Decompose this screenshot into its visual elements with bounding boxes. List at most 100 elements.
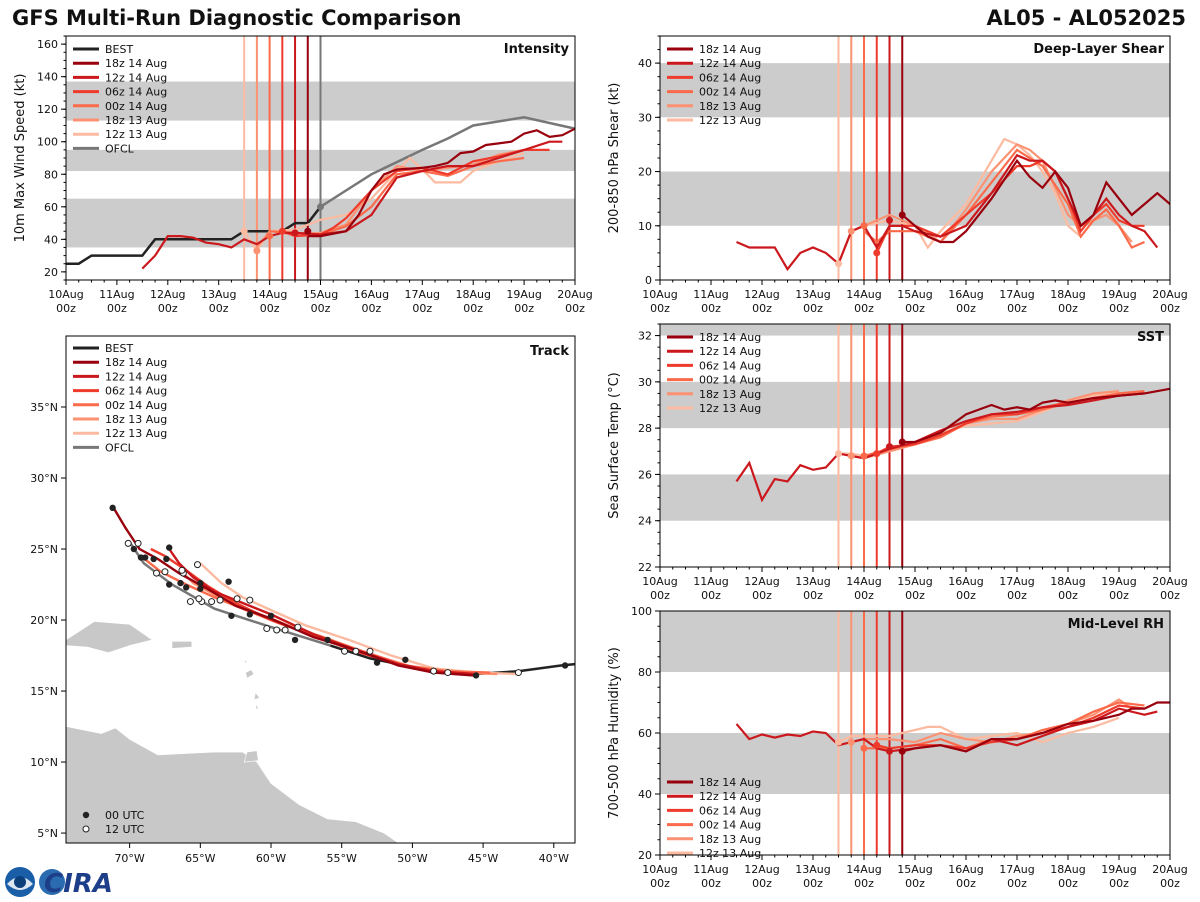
legend-12utc-marker [82,825,90,833]
shear-run-line [837,137,1082,265]
track-run-line [168,548,474,676]
intensity-ytick-label: 40 [44,233,58,246]
track-legend-label: 00z 14 Aug [105,399,167,412]
sst-xtick-day-label: 19Aug [1101,575,1136,588]
track-12utc-marker [294,623,302,631]
track-00utc-marker [324,636,331,644]
track-00utc-marker [166,544,173,551]
rh-ytick-label: 60 [638,727,652,740]
intensity-run-start-point [278,227,286,235]
rh-band [660,611,1170,672]
intensity-xtick-hour-label: 00z [209,302,229,315]
track-00utc-marker [150,555,157,563]
track-legend-label: 06z 14 Aug [105,385,167,398]
rh-run-line [838,716,1120,744]
track-12utc-marker [281,626,289,634]
shear-legend-label: 00z 14 Aug [699,86,761,99]
page-title: GFS Multi-Run Diagnostic Comparison [12,6,462,30]
track-00utc-marker [561,662,569,669]
shear-ytick-label: 20 [638,166,652,179]
intensity-xtick-hour-label: 00z [158,302,178,315]
rh-legend-label: 18z 14 Aug [699,776,761,789]
rh-run-start-point [860,744,868,752]
rh-xtick-hour-label: 00z [803,877,823,890]
shear-xtick-hour-label: 00z [1007,302,1027,315]
track-12utc-marker [186,598,194,606]
rh-legend-label: 18z 13 Aug [699,833,761,846]
intensity-ytick-label: 160 [37,38,58,51]
shear-panel: 01020304010Aug00z11Aug00z12Aug00z13Aug00… [607,35,1188,315]
intensity-xtick-day-label: 16Aug [354,288,389,301]
rh-xtick-hour-label: 00z [854,877,874,890]
track-00utc-marker [228,612,235,619]
intensity-run-start-point [266,232,274,240]
sst-ytick-label: 30 [638,376,652,389]
intensity-legend-label: 06z 14 Aug [105,86,167,99]
track-12utc-marker [233,595,241,603]
sst-panel: 22242628303210Aug00z11Aug00z12Aug00z13Au… [607,323,1188,602]
shear-run-start-point [860,222,868,230]
intensity-ytick-label: 140 [37,71,58,84]
sst-xtick-hour-label: 00z [956,589,976,602]
sst-xtick-day-label: 11Aug [693,575,728,588]
track-00utc-marker [163,555,170,563]
sst-legend-label: 12z 14 Aug [699,345,761,358]
intensity-xtick-hour-label: 00z [463,302,483,315]
land-polygon [253,691,261,701]
track-xtick-label: 70°W [114,852,144,865]
rh-xtick-hour-label: 00z [1109,877,1129,890]
rh-run-start-point [835,738,842,746]
shear-ytick-label: 0 [645,274,652,287]
shear-legend-label: 18z 14 Aug [699,43,761,56]
shear-xtick-hour-label: 00z [803,302,823,315]
sst-xtick-day-label: 13Aug [795,575,830,588]
rh-run-line [735,707,1158,753]
track-12utc-marker [246,596,254,604]
rh-xtick-hour-label: 00z [956,877,976,890]
shear-run-start-point [873,249,881,257]
shear-ytick-label: 10 [638,220,652,233]
track-00utc-marker [402,656,409,663]
intensity-xtick-day-label: 11Aug [99,288,134,301]
track-12utc-marker [178,566,186,574]
rh-xtick-day-label: 12Aug [744,863,779,876]
rh-run-line [902,701,1170,753]
intensity-xtick-hour-label: 00z [565,302,585,315]
land-polygon [171,641,193,649]
rh-xtick-day-label: 14Aug [846,863,881,876]
sst-xtick-day-label: 20Aug [1152,575,1187,588]
rh-xtick-hour-label: 00z [701,877,721,890]
shear-ytick-label: 30 [638,111,652,124]
rh-run-start-point [898,747,906,755]
track-00utc-marker [130,545,138,553]
track-12utc-marker [341,647,349,655]
intensity-xtick-day-label: 18Aug [455,288,490,301]
intensity-xtick-day-label: 15Aug [303,288,338,301]
sst-ytick-label: 28 [638,422,652,435]
track-12utc-marker [134,539,142,547]
sst-legend-label: 12z 13 Aug [699,402,761,415]
sst-band [660,324,1170,336]
track-12utc-marker [152,569,160,577]
rh-xtick-day-label: 18Aug [1050,863,1085,876]
intensity-title: Intensity [504,42,570,57]
intensity-xtick-hour-label: 00z [514,302,534,315]
rh-legend-label: 12z 13 Aug [699,847,761,860]
track-xtick-label: 45°W [468,852,498,865]
track-run-line [178,568,498,676]
intensity-legend-label: 00z 14 Aug [105,100,167,113]
rh-legend-label: 12z 14 Aug [699,790,761,803]
shear-xtick-hour-label: 00z [905,302,925,315]
track-run-line [111,505,474,677]
shear-xtick-day-label: 20Aug [1152,288,1187,301]
track-xtick-label: 55°W [327,852,357,865]
sst-xtick-day-label: 16Aug [948,575,983,588]
shear-xtick-hour-label: 00z [650,302,670,315]
globe-icon [39,869,65,895]
land-polygon [245,669,255,679]
rh-run-start-point [873,741,881,749]
track-00utc-marker [225,578,232,585]
sst-xtick-hour-label: 00z [1058,589,1078,602]
track-ytick-label: 35°N [30,401,58,414]
rh-title: Mid-Level RH [1068,617,1164,632]
